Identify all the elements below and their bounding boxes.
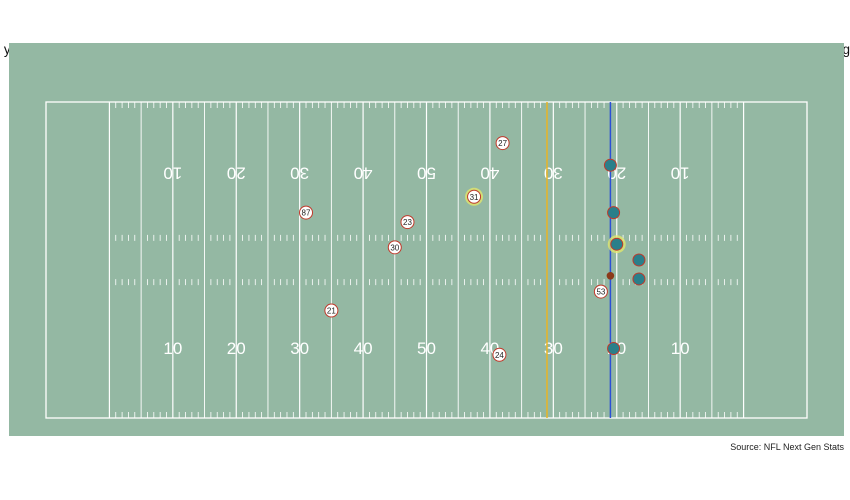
yard-number-bottom: 10 (163, 339, 182, 358)
yard-number-bottom: 40 (354, 339, 373, 358)
yard-number-top: 30 (290, 164, 309, 183)
yard-number-top: 40 (354, 164, 373, 183)
player-number: 24 (495, 351, 504, 360)
defense-player-marker (492, 347, 507, 362)
yard-number-top: 30 (544, 164, 563, 183)
offense-player-marker (607, 341, 621, 355)
offense-player-marker (632, 253, 646, 267)
players-layer: 27 87 23 30 31 21 53 24 (299, 136, 646, 362)
defense-player-marker (324, 303, 339, 318)
defense-player-marker (400, 215, 415, 230)
defense-player-marker (467, 189, 482, 204)
yard-number-top: 10 (163, 164, 182, 183)
defense-player-marker (299, 205, 314, 220)
defense-player-marker (387, 240, 402, 255)
yard-number-bottom: 20 (227, 339, 246, 358)
yard-number-bottom: 10 (671, 339, 690, 358)
player-number: 23 (403, 218, 412, 227)
player-number: 21 (327, 307, 336, 316)
yard-number-bottom: 50 (417, 339, 436, 358)
yard-number-bottom: 30 (544, 339, 563, 358)
offense-player-marker (603, 158, 617, 172)
offense-player-marker (607, 206, 621, 220)
defense-player-marker (495, 136, 510, 151)
yard-number-top: 50 (417, 164, 436, 183)
offense-player-marker (610, 237, 624, 251)
player-number: 87 (302, 209, 311, 218)
source-note: Source: NFL Next Gen Stats (730, 442, 844, 452)
yard-number-top: 20 (227, 164, 246, 183)
player-number: 31 (470, 193, 479, 202)
yard-number-top: 10 (671, 164, 690, 183)
football-marker (606, 272, 615, 280)
yard-number-bottom: 30 (290, 339, 309, 358)
player-number: 27 (498, 139, 507, 148)
player-number: 30 (390, 243, 399, 252)
defense-player-marker (593, 284, 608, 299)
yard-number-top: 40 (480, 164, 499, 183)
yard-numbers-top: 10 20 30 40 50 40 30 20 10 (163, 164, 689, 183)
offense-player-marker (632, 272, 646, 286)
player-number: 53 (596, 288, 605, 297)
yard-lines (108, 102, 745, 418)
